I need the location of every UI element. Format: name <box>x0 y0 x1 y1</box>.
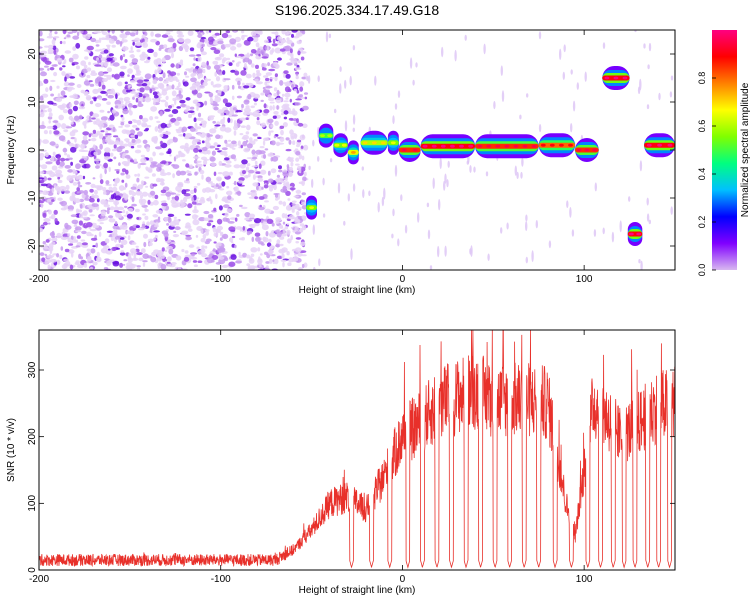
snr-ylabel: SNR (10 * v/v) <box>6 418 17 482</box>
signal-segment <box>347 140 359 165</box>
colorbar-gradient <box>712 30 737 270</box>
colorbar-tick-label: 0.2 <box>697 216 707 229</box>
spectrogram-ytick-label: 0 <box>27 147 38 153</box>
spectrogram-noise <box>39 30 674 270</box>
signal-segment <box>387 130 399 155</box>
snr-series-line <box>39 330 675 569</box>
signal-segment <box>538 133 575 158</box>
snr-ytick-label: 0 <box>27 567 38 573</box>
spectrogram-xtick-label: 100 <box>576 274 593 285</box>
spectrogram-ytick-label: 10 <box>27 96 38 108</box>
signal-segment <box>333 133 348 158</box>
signal-segment <box>420 134 476 159</box>
spectrogram-xlabel: Height of straight line (km) <box>299 285 416 296</box>
signal-segment <box>318 123 334 148</box>
signal-segment <box>398 138 421 162</box>
colorbar-tick-label: 0.0 <box>697 264 707 277</box>
snr-xtick-label: -200 <box>29 574 49 585</box>
snr-xtick-label: 100 <box>576 574 593 585</box>
snr-xtick-label: -100 <box>211 574 231 585</box>
signal-segment <box>627 222 643 246</box>
snr-xtick-label: 0 <box>400 574 406 585</box>
colorbar-tick-label: 0.8 <box>697 72 707 85</box>
signal-segment <box>306 195 317 220</box>
spectrogram-ytick-label: 20 <box>27 48 38 60</box>
colorbar-tick-label: 0.6 <box>697 120 707 133</box>
spectrogram-ylabel: Frequency (Hz) <box>6 116 17 185</box>
colorbar-label: Normalized spectral amplitude <box>740 82 750 217</box>
snr-ytick-label: 300 <box>27 361 38 378</box>
spectrogram-xtick-label: -100 <box>211 274 231 285</box>
snr-panel: -200 -100 0 100 0 100 200 300 Height of straigh… <box>6 329 676 596</box>
spectrogram-ytick-label: -20 <box>27 238 38 253</box>
snr-xlabel: Height of straight line (km) <box>299 585 416 596</box>
spectrogram-xtick-label: -200 <box>29 274 49 285</box>
colorbar: 0.0 0.2 0.4 0.6 0.8 Normalized spectral ampl… <box>697 30 750 276</box>
signal-segment <box>360 130 388 155</box>
snr-ytick-label: 200 <box>27 428 38 445</box>
snr-ytick-label: 100 <box>27 495 38 512</box>
signal-segment <box>602 66 630 90</box>
signal-segment <box>575 138 599 162</box>
figure-title: S196.2025.334.17.49.G18 <box>275 2 439 18</box>
spectrogram-xtick-label: 0 <box>400 274 406 285</box>
colorbar-tick-label: 0.4 <box>697 168 707 181</box>
spectrogram-signal <box>306 66 675 246</box>
spectrogram-ytick-label: -10 <box>27 190 38 205</box>
signal-segment <box>475 134 539 159</box>
snr-frame <box>38 329 676 571</box>
signal-segment <box>644 133 675 158</box>
